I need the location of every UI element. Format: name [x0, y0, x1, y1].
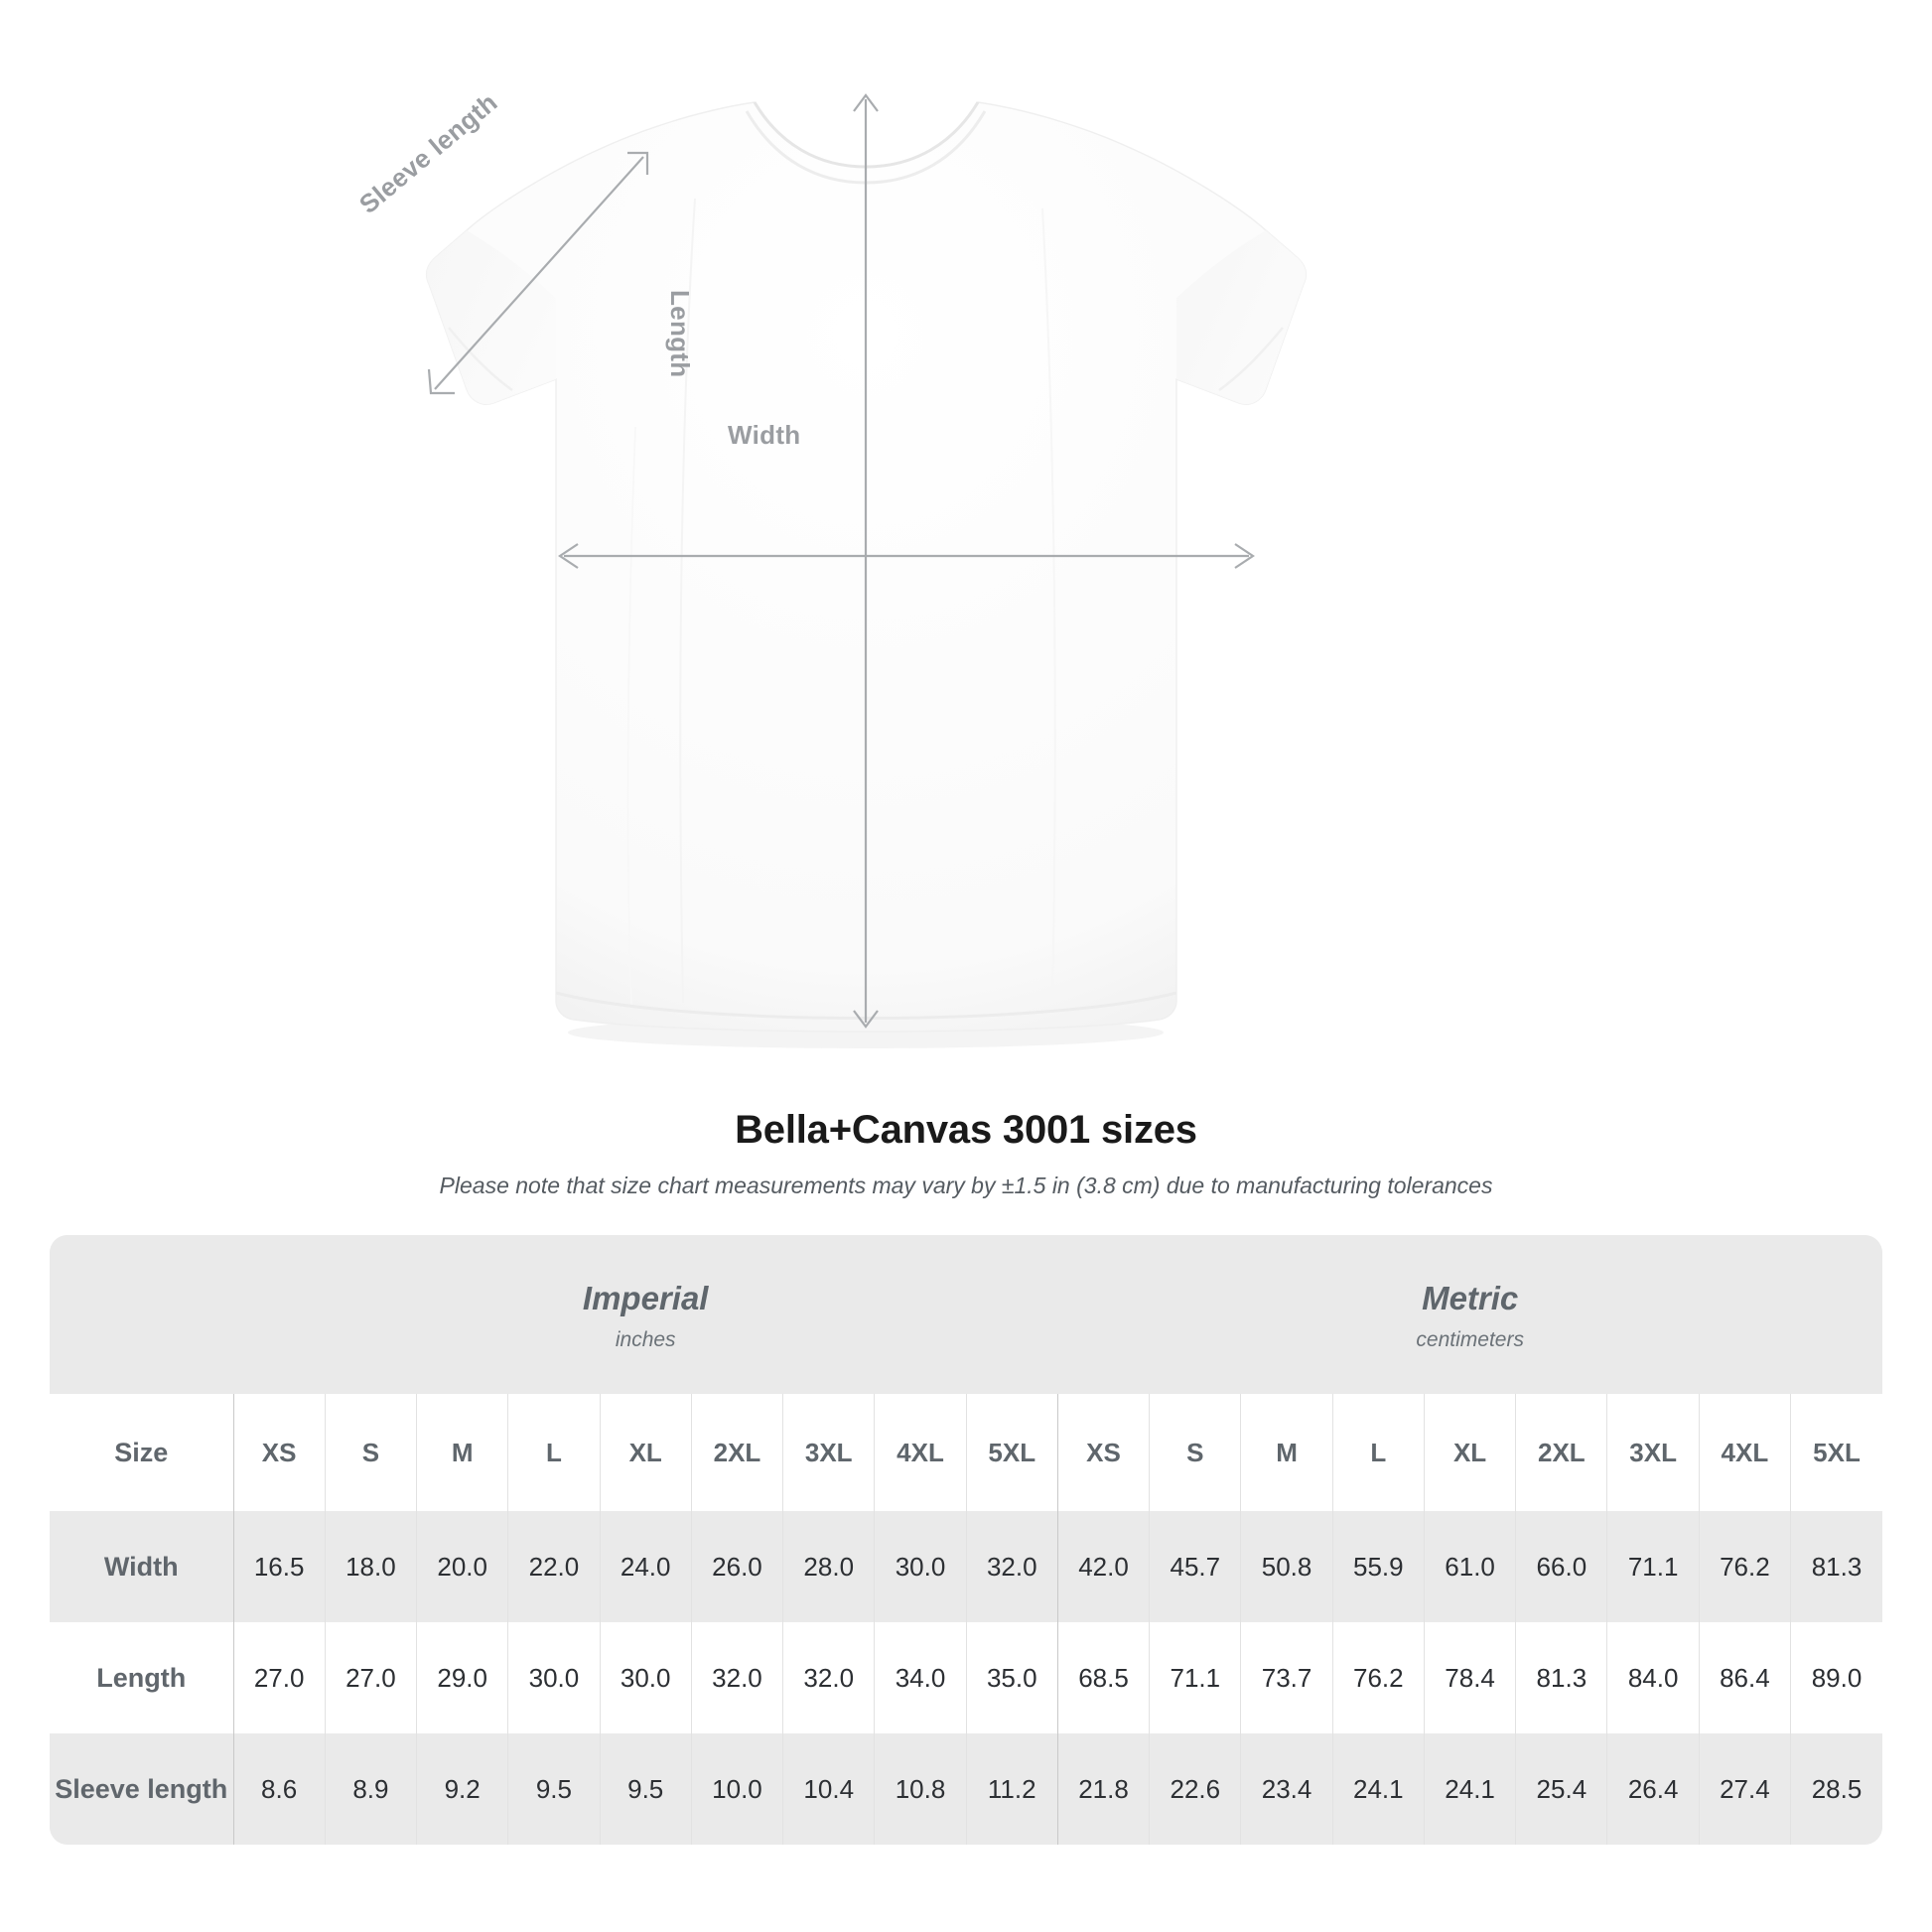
- cell-length-imperial-xl: 30.0: [599, 1622, 692, 1733]
- size-header-metric-l: L: [1331, 1394, 1425, 1511]
- cell-length-metric-xs: 68.5: [1056, 1622, 1150, 1733]
- size-header-imperial-5xl: 5XL: [965, 1394, 1058, 1511]
- cell-sleeve-metric-s: 22.6: [1149, 1733, 1241, 1845]
- cell-width-imperial-m: 20.0: [416, 1511, 508, 1622]
- cell-width-imperial-2xl: 26.0: [690, 1511, 783, 1622]
- cell-sleeve-metric-5xl: 28.5: [1790, 1733, 1882, 1845]
- cell-width-imperial-xl: 24.0: [599, 1511, 692, 1622]
- length-dimension-label: Length: [665, 290, 695, 378]
- cell-length-metric-xl: 78.4: [1423, 1622, 1516, 1733]
- cell-length-imperial-2xl: 32.0: [690, 1622, 783, 1733]
- cell-width-imperial-3xl: 28.0: [782, 1511, 875, 1622]
- cell-sleeve-metric-4xl: 27.4: [1698, 1733, 1791, 1845]
- cell-sleeve-metric-3xl: 26.4: [1606, 1733, 1700, 1845]
- cell-sleeve-imperial-s: 8.9: [324, 1733, 417, 1845]
- tshirt-illustration: [425, 93, 1308, 1048]
- cell-sleeve-imperial-2xl: 10.0: [690, 1733, 783, 1845]
- cell-width-metric-xl: 61.0: [1423, 1511, 1516, 1622]
- unit-group-metric: Metric centimeters: [1057, 1235, 1882, 1394]
- size-header-imperial-m: M: [416, 1394, 508, 1511]
- cell-width-metric-m: 50.8: [1240, 1511, 1333, 1622]
- cell-sleeve-imperial-4xl: 10.8: [874, 1733, 967, 1845]
- size-header-imperial-l: L: [507, 1394, 601, 1511]
- cell-width-imperial-4xl: 30.0: [874, 1511, 967, 1622]
- size-header-metric-4xl: 4XL: [1698, 1394, 1791, 1511]
- unit-group-metric-name: Metric: [1422, 1279, 1519, 1316]
- cell-length-metric-s: 71.1: [1149, 1622, 1241, 1733]
- cell-sleeve-metric-l: 24.1: [1331, 1733, 1425, 1845]
- cell-length-metric-2xl: 81.3: [1515, 1622, 1607, 1733]
- unit-group-imperial-unit: inches: [615, 1328, 676, 1352]
- chart-caption: Bella+Canvas 3001 sizes Please note that…: [0, 1108, 1932, 1199]
- cell-sleeve-metric-xs: 21.8: [1056, 1733, 1150, 1845]
- cell-width-metric-l: 55.9: [1331, 1511, 1425, 1622]
- unit-header-row: Imperial inches Metric centimeters: [50, 1235, 1882, 1394]
- size-header-metric-m: M: [1240, 1394, 1333, 1511]
- row-label-sleeve-length: Sleeve length: [50, 1733, 233, 1845]
- size-header-imperial-3xl: 3XL: [782, 1394, 875, 1511]
- cell-sleeve-metric-m: 23.4: [1240, 1733, 1333, 1845]
- unit-group-metric-unit: centimeters: [1416, 1328, 1524, 1352]
- size-chart-table: Imperial inches Metric centimeters Size …: [50, 1235, 1882, 1845]
- cell-width-imperial-s: 18.0: [324, 1511, 417, 1622]
- page-title: Bella+Canvas 3001 sizes: [735, 1108, 1197, 1152]
- cell-sleeve-imperial-xl: 9.5: [599, 1733, 692, 1845]
- cell-sleeve-metric-2xl: 25.4: [1515, 1733, 1607, 1845]
- size-header-imperial-xs: XS: [232, 1394, 326, 1511]
- cell-width-imperial-5xl: 32.0: [965, 1511, 1058, 1622]
- cell-length-metric-5xl: 89.0: [1790, 1622, 1882, 1733]
- table-row: Width 16.5 18.0 20.0 22.0 24.0 26.0 28.0…: [50, 1511, 1882, 1622]
- cell-width-imperial-l: 22.0: [507, 1511, 601, 1622]
- size-header-metric-3xl: 3XL: [1606, 1394, 1700, 1511]
- unit-group-imperial-name: Imperial: [582, 1279, 709, 1316]
- cell-sleeve-metric-xl: 24.1: [1423, 1733, 1516, 1845]
- cell-width-metric-4xl: 76.2: [1698, 1511, 1791, 1622]
- cell-sleeve-imperial-l: 9.5: [507, 1733, 601, 1845]
- cell-length-imperial-3xl: 32.0: [782, 1622, 875, 1733]
- size-header-metric-xs: XS: [1056, 1394, 1150, 1511]
- cell-length-metric-4xl: 86.4: [1698, 1622, 1791, 1733]
- row-label-length: Length: [50, 1622, 233, 1733]
- cell-width-metric-xs: 42.0: [1056, 1511, 1150, 1622]
- cell-width-imperial-xs: 16.5: [232, 1511, 326, 1622]
- cell-width-metric-2xl: 66.0: [1515, 1511, 1607, 1622]
- cell-width-metric-5xl: 81.3: [1790, 1511, 1882, 1622]
- cell-length-metric-m: 73.7: [1240, 1622, 1333, 1733]
- tshirt-measurement-diagram: Sleeve length Length Width: [353, 87, 1308, 1048]
- size-header-imperial-s: S: [324, 1394, 417, 1511]
- cell-length-metric-l: 76.2: [1331, 1622, 1425, 1733]
- cell-length-imperial-l: 30.0: [507, 1622, 601, 1733]
- size-header-metric-xl: XL: [1423, 1394, 1516, 1511]
- size-header-imperial-xl: XL: [599, 1394, 692, 1511]
- size-header-metric-s: S: [1149, 1394, 1241, 1511]
- size-header-metric-5xl: 5XL: [1790, 1394, 1882, 1511]
- cell-sleeve-imperial-3xl: 10.4: [782, 1733, 875, 1845]
- unit-group-imperial: Imperial inches: [233, 1235, 1058, 1394]
- size-chart-table-container: Imperial inches Metric centimeters Size …: [50, 1235, 1882, 1845]
- table-row: Length 27.0 27.0 29.0 30.0 30.0 32.0 32.…: [50, 1622, 1882, 1733]
- cell-sleeve-imperial-m: 9.2: [416, 1733, 508, 1845]
- size-header-label: Size: [50, 1394, 233, 1511]
- cell-width-metric-3xl: 71.1: [1606, 1511, 1700, 1622]
- size-header-imperial-2xl: 2XL: [690, 1394, 783, 1511]
- size-header-imperial-4xl: 4XL: [874, 1394, 967, 1511]
- row-label-width: Width: [50, 1511, 233, 1622]
- cell-length-metric-3xl: 84.0: [1606, 1622, 1700, 1733]
- cell-length-imperial-xs: 27.0: [232, 1622, 326, 1733]
- unit-header-spacer: [50, 1235, 233, 1394]
- cell-length-imperial-4xl: 34.0: [874, 1622, 967, 1733]
- width-dimension-label: Width: [728, 420, 801, 450]
- size-header-row: Size XS S M L XL 2XL 3XL 4XL 5XL XS S M …: [50, 1394, 1882, 1511]
- cell-sleeve-imperial-5xl: 11.2: [965, 1733, 1058, 1845]
- size-header-metric-2xl: 2XL: [1515, 1394, 1607, 1511]
- table-row: Sleeve length 8.6 8.9 9.2 9.5 9.5 10.0 1…: [50, 1733, 1882, 1845]
- tolerance-note: Please note that size chart measurements…: [439, 1173, 1493, 1198]
- cell-sleeve-imperial-xs: 8.6: [232, 1733, 326, 1845]
- cell-length-imperial-5xl: 35.0: [965, 1622, 1058, 1733]
- cell-length-imperial-m: 29.0: [416, 1622, 508, 1733]
- cell-length-imperial-s: 27.0: [324, 1622, 417, 1733]
- cell-width-metric-s: 45.7: [1149, 1511, 1241, 1622]
